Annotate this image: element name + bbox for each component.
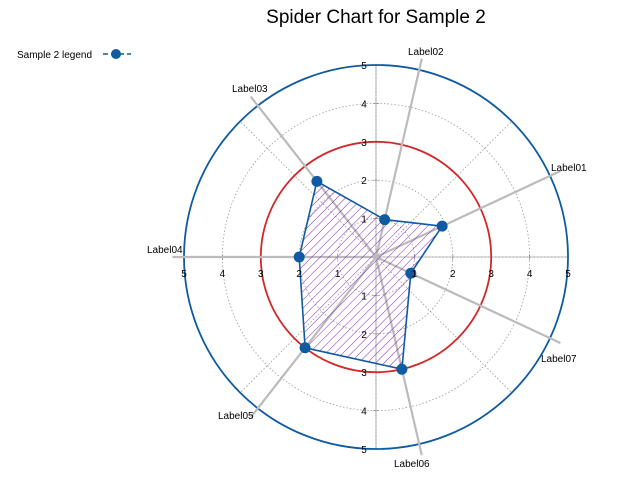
tick-label: 1	[361, 215, 367, 226]
data-point	[405, 267, 417, 279]
tick-label: 5	[361, 61, 367, 72]
tick-label: 4	[361, 407, 367, 418]
axis-label-Label05: Label05	[218, 411, 254, 422]
series-line	[298, 180, 444, 371]
tick-label: 5	[565, 269, 571, 280]
data-point	[396, 363, 408, 375]
axis-label-Label07: Label07	[541, 354, 577, 365]
legend: Sample 2 legend	[17, 49, 131, 61]
tick-label: 2	[361, 330, 367, 341]
data-point	[299, 342, 311, 354]
tick-label: 1	[361, 291, 367, 302]
axis-label-Label02: Label02	[408, 47, 444, 58]
axis-label-Label06: Label06	[394, 459, 430, 470]
tick-label: 2	[361, 176, 367, 187]
tick-label: 4	[361, 99, 367, 110]
data-point	[379, 214, 391, 226]
tick-label: 5	[181, 269, 187, 280]
tick-label: 3	[361, 368, 367, 379]
data-point	[436, 220, 448, 232]
tick-label: 3	[258, 269, 264, 280]
axis-label-Label01: Label01	[551, 163, 587, 174]
axis-label-Label04: Label04	[147, 245, 183, 256]
tick-label: 1	[335, 269, 341, 280]
tick-label: 3	[361, 138, 367, 149]
series-layer	[293, 175, 448, 375]
tick-label: 1	[412, 269, 418, 280]
axis-label-Label03: Label03	[232, 84, 268, 95]
series-area	[299, 181, 443, 370]
legend-label: Sample 2 legend	[17, 50, 92, 61]
tick-label: 2	[450, 269, 456, 280]
data-point	[311, 175, 323, 187]
tick-label: 4	[527, 269, 533, 280]
axis-label-layer: Label01 Label02 Label03 Label04 Label05 Label…	[147, 47, 587, 470]
tick-label: 3	[488, 269, 494, 280]
tick-label: 2	[296, 269, 302, 280]
legend-marker-swatch	[111, 49, 121, 59]
tick-label: 5	[361, 445, 367, 456]
data-point	[293, 251, 305, 263]
chart-title: Spider Chart for Sample 2	[266, 7, 486, 28]
tick-label: 4	[220, 269, 226, 280]
tick-layer: 1 1 1 1 2 2 2 2 3 3 3 3 4 4 4 4 5 5 5 5	[181, 61, 571, 456]
